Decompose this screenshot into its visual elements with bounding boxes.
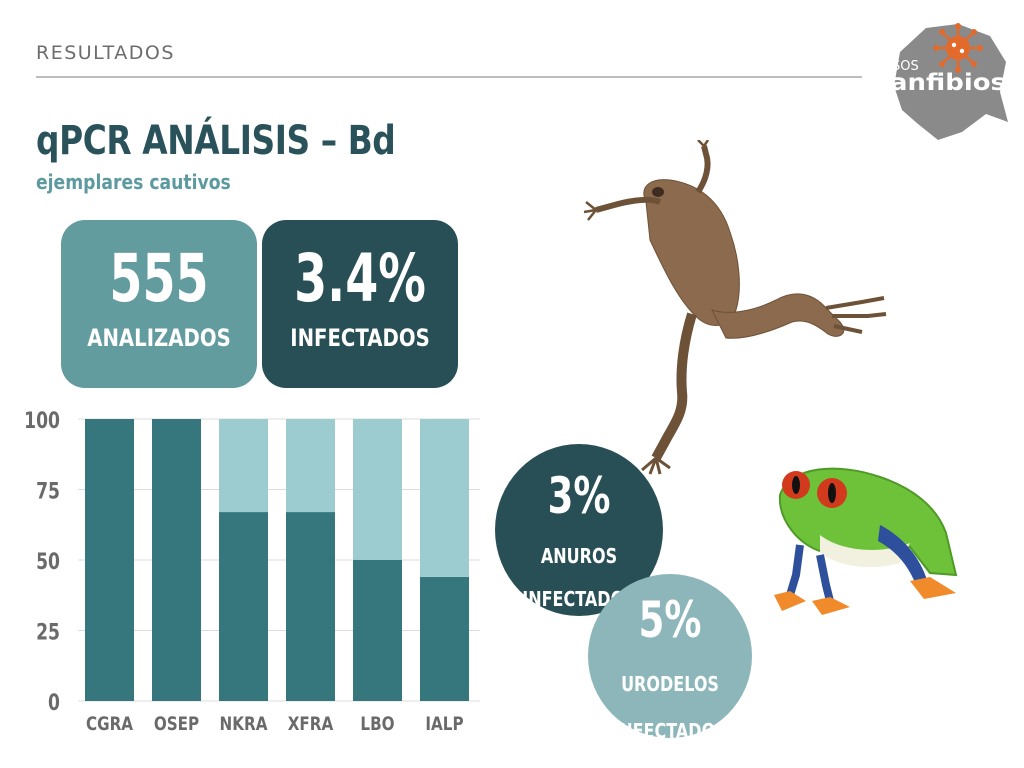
infected-label: INFECTADOS — [290, 324, 430, 352]
bar-xfra-segment-2 — [286, 419, 335, 513]
infection-bar-chart: 0 25 50 75 100 CGRA OSEP NKRA XFRA LBO IALP — [24, 408, 480, 736]
y-tick-label: 50 — [36, 549, 60, 575]
anuros-label: ANUROS — [540, 544, 618, 568]
x-tick-label: XFRA — [288, 713, 334, 735]
urodelos-label: URODELOS — [621, 672, 719, 696]
infected-percentage: 3.4% — [294, 240, 426, 317]
urodelos-infected-circle: 5% URODELOS INFECTADOS — [588, 574, 752, 743]
y-tick-label: 25 — [36, 619, 60, 645]
page-subtitle: ejemplares cautivos — [36, 170, 231, 194]
urodelos-sublabel: INFECTADOS — [613, 719, 727, 743]
anuros-percentage: 3% — [547, 467, 611, 525]
virus-icon — [933, 23, 983, 73]
analyzed-label: ANALIZADOS — [87, 324, 231, 352]
red-eyed-tree-frog-image — [774, 467, 958, 615]
y-tick-label: 0 — [48, 690, 60, 716]
urodelos-percentage: 5% — [638, 591, 702, 649]
analyzed-stat-card: 555 ANALIZADOS — [61, 220, 257, 388]
bar-lbo-segment-2 — [353, 419, 402, 560]
bar-cgra-segment-1 — [85, 419, 134, 701]
analyzed-count: 555 — [109, 240, 209, 317]
xenopus-frog-image — [583, 140, 887, 475]
x-tick-label: OSEP — [154, 713, 199, 735]
bar-xfra-segment-1 — [286, 512, 335, 701]
bar-osep-segment-1 — [152, 419, 201, 701]
bar-ialp-segment-1 — [420, 576, 469, 701]
anuros-infected-circle: 3% ANUROS INFECTADOS — [495, 444, 663, 616]
x-tick-label: LBO — [360, 713, 394, 735]
bar-ialp-segment-2 — [420, 419, 469, 577]
bar-nkra-segment-2 — [219, 419, 268, 513]
logo-brand-text: anfibios — [890, 70, 1006, 96]
infected-stat-card: 3.4% INFECTADOS — [262, 220, 458, 388]
sos-anfibios-logo: SOS anfibios — [890, 23, 1008, 140]
logo-sos-text: SOS — [892, 59, 919, 74]
x-tick-label: CGRA — [86, 713, 134, 735]
y-tick-label: 75 — [36, 478, 60, 504]
x-tick-label: IALP — [425, 713, 463, 735]
bar-nkra-segment-1 — [219, 512, 268, 701]
header-divider — [36, 76, 862, 78]
bar-lbo-segment-1 — [353, 560, 402, 701]
page-title: qPCR ANÁLISIS – Bd — [36, 118, 396, 164]
y-tick-label: 100 — [24, 408, 60, 434]
x-tick-label: NKRA — [220, 713, 269, 735]
section-title: RESULTADOS — [36, 42, 175, 64]
